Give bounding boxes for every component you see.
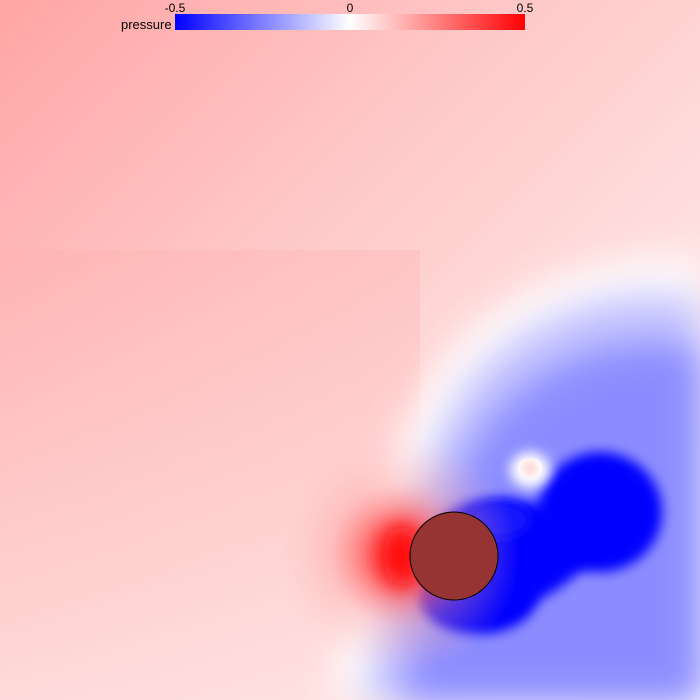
obstacle-circle — [409, 511, 499, 601]
colorbar-mid-label: 0 — [346, 1, 354, 15]
colorbar-gradient — [175, 14, 525, 30]
colorbar-min-label: -0.5 — [164, 1, 186, 15]
colorbar-max-label: 0.5 — [516, 1, 534, 15]
colorbar-title: pressure — [121, 17, 172, 32]
